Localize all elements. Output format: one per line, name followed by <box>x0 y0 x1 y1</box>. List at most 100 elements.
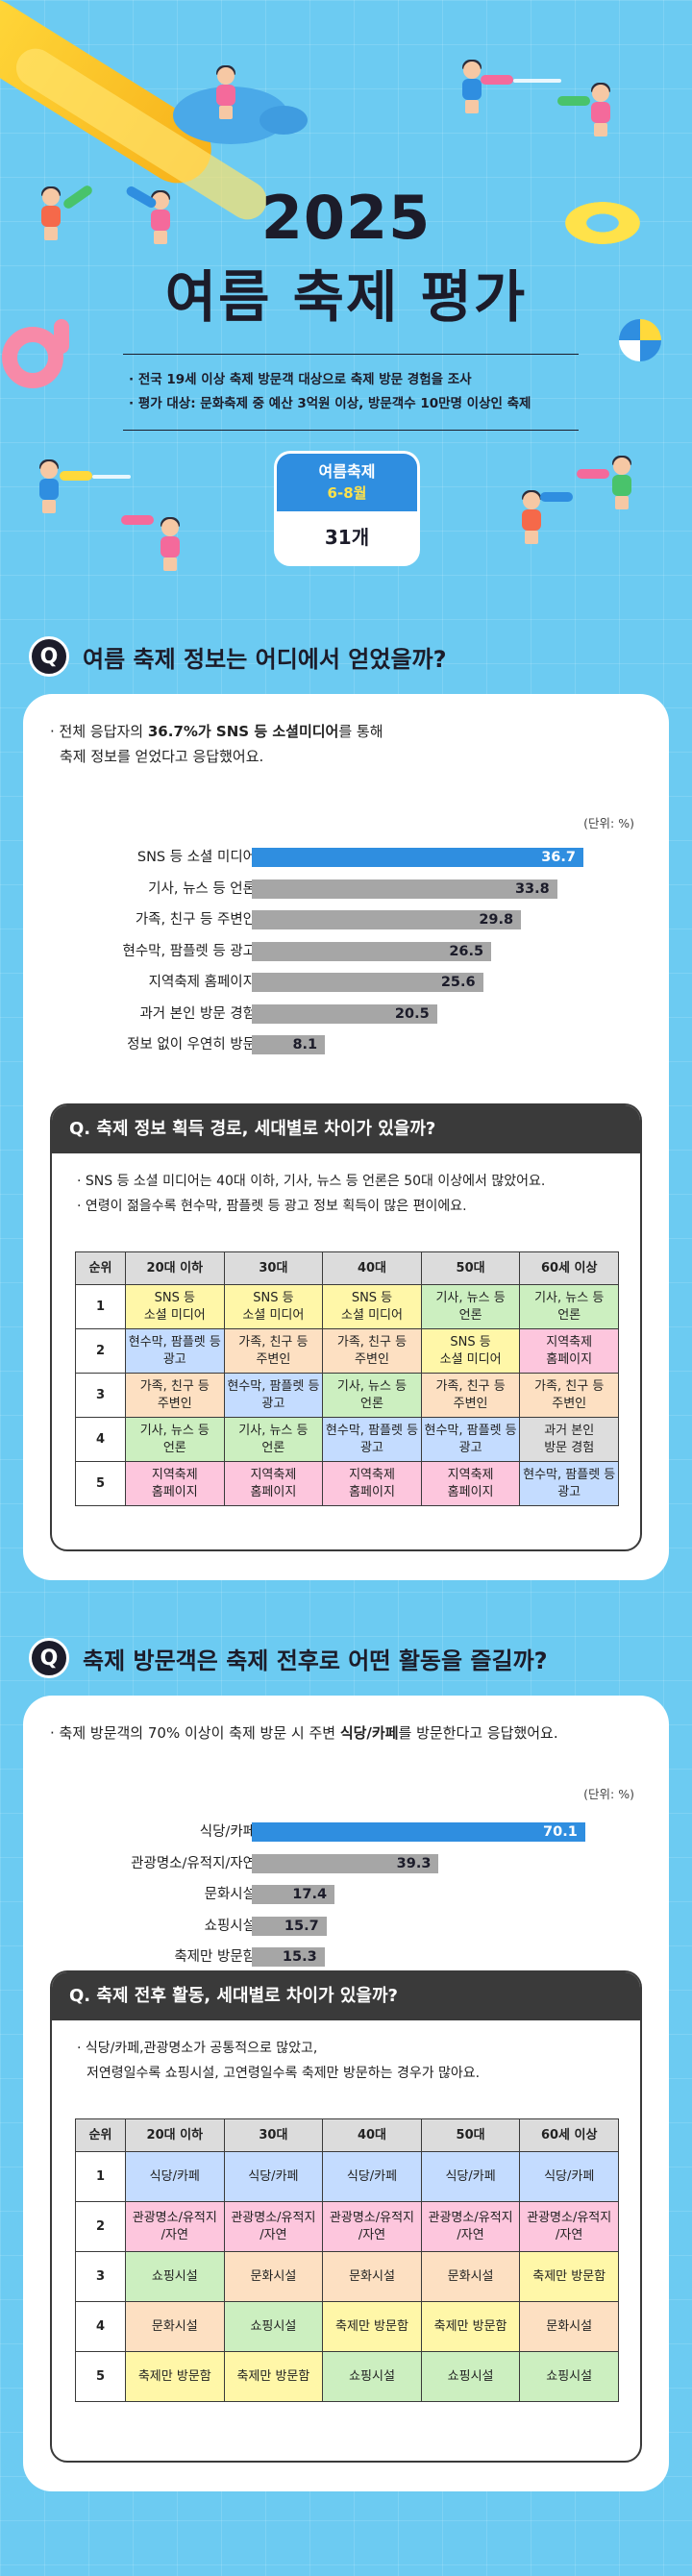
hero-section: 2025 여름 축제 평가 · 전국 19세 이상 축제 방문객 대상으로 축제… <box>0 0 692 615</box>
rank-number-cell: 4 <box>75 2301 126 2352</box>
table-cell: 가족, 친구 등 주변인 <box>420 1373 521 1418</box>
table-cell: 지역축제 홈페이지 <box>322 1461 422 1506</box>
rank-number-cell: 1 <box>75 2151 126 2202</box>
section2-question-heading: Q 축제 방문객은 축제 전후로 어떤 활동을 즐길까? <box>29 1638 548 1678</box>
bar-row: 관광명소/유적지/자연 39.3 <box>23 1853 669 1874</box>
rank-number-cell: 2 <box>75 1328 126 1374</box>
lead-bold: 36.7%가 SNS 등 소셜미디어 <box>147 723 339 740</box>
table-cell: 현수막, 팜플렛 등 광고 <box>322 1417 422 1462</box>
table-cell: 기사, 뉴스 등 언론 <box>223 1417 324 1462</box>
table-row: 3 가족, 친구 등 주변인 현수막, 팜플렛 등 광고 기사, 뉴스 등 언론 가족, 친구… <box>75 1373 619 1418</box>
table-cell: 기사, 뉴스 등 언론 <box>420 1284 521 1329</box>
table-cell: 현수막, 팜플렛 등 광고 <box>519 1461 619 1506</box>
flamingo-neck-icon <box>54 319 69 354</box>
info-source-rank-table: 순위 20대 이하 30대 40대 50대 60세 이상 1 SNS 등 소셜 미디어 SNS 등… <box>75 1251 619 1506</box>
lead-bold: 식당/카페 <box>339 1724 399 1742</box>
swim-ring-icon <box>565 202 640 244</box>
bar-category-label: SNS 등 소셜 미디어 <box>136 850 256 865</box>
table-cell: 쇼핑시설 <box>420 2351 521 2402</box>
bar: 25.6 <box>252 973 483 992</box>
table-cell: 기사, 뉴스 등 언론 <box>519 1284 619 1329</box>
table-header-cell: 30대 <box>223 2118 324 2152</box>
table-header-cell: 순위 <box>75 2118 126 2152</box>
table-cell: 기사, 뉴스 등 언론 <box>322 1373 422 1418</box>
water-gun-icon <box>121 515 154 525</box>
table-cell: 관광명소/유적지/자연 <box>420 2201 521 2252</box>
rank-number-cell: 3 <box>75 2251 126 2302</box>
table-cell: 쇼핑시설 <box>125 2251 225 2302</box>
table-cell: 축제만 방문함 <box>322 2301 422 2352</box>
table-cell: 가족, 친구 등 주변인 <box>125 1373 225 1418</box>
hero-year: 2025 <box>260 183 432 253</box>
table-cell: 가족, 친구 등 주변인 <box>519 1373 619 1418</box>
table-cell: 현수막, 팜플렛 등 광고 <box>420 1417 521 1462</box>
section1-sub-title: Q. 축제 정보 획득 경로, 세대별로 차이가 있을까? <box>52 1105 640 1153</box>
table-cell: 현수막, 팜플렛 등 광고 <box>223 1373 324 1418</box>
table-cell: 식당/카페 <box>223 2151 324 2202</box>
bar-category-label: 지역축제 홈페이지 <box>148 975 256 990</box>
table-header-cell: 40대 <box>322 1251 422 1285</box>
rank-number-cell: 5 <box>75 2351 126 2402</box>
table-cell: 문화시설 <box>519 2301 619 2352</box>
table-cell: 축제만 방문함 <box>519 2251 619 2302</box>
water-stream-icon <box>92 475 131 479</box>
bar: 26.5 <box>252 941 492 961</box>
activity-rank-table: 순위 20대 이하 30대 40대 50대 60세 이상 1 식당/카페 식당/카페 식당/카페 식… <box>75 2118 619 2402</box>
unit-label: (단위: %) <box>583 816 634 830</box>
water-gun-kid-icon <box>38 186 63 240</box>
festival-count-badge: 여름축제 6-8월 31개 <box>277 454 417 563</box>
table-header-cell: 20대 이하 <box>125 1251 225 1285</box>
badge-count: 31개 <box>324 526 370 549</box>
lead-suffix: 를 방문한다고 응답했어요. <box>398 1724 558 1742</box>
badge-period: 6-8월 <box>327 484 367 502</box>
table-header-cell: 60세 이상 <box>519 2118 619 2152</box>
water-gun-icon <box>557 96 590 106</box>
table-cell: 관광명소/유적지/자연 <box>223 2201 324 2252</box>
bar-row: 식당/카페 70.1 <box>23 1821 669 1843</box>
table-header-cell: 50대 <box>420 2118 521 2152</box>
table-cell: 지역축제 홈페이지 <box>125 1461 225 1506</box>
table-cell: 현수막, 팜플렛 등 광고 <box>125 1328 225 1374</box>
sub-bullet: · SNS 등 소셜 미디어는 40대 이하, 기사, 뉴스 등 언론은 50대… <box>77 1174 546 1189</box>
water-gun-kid-icon <box>609 456 634 509</box>
section1-question-heading: Q 여름 축제 정보는 어디에서 얻었을까? <box>29 636 447 677</box>
table-cell: 축제만 방문함 <box>125 2351 225 2402</box>
bar-row: 문화시설 17.4 <box>23 1884 669 1905</box>
badge-header: 여름축제 6-8월 <box>277 454 417 511</box>
bar: 33.8 <box>252 879 557 899</box>
survey-info: · 전국 19세 이상 축제 방문객 대상으로 축제 방문 경험을 조사 · 평… <box>123 354 579 431</box>
bar: 20.5 <box>252 1003 437 1024</box>
table-header-cell: 60세 이상 <box>519 1251 619 1285</box>
sub-bullet: · 연령이 젊을수록 현수막, 팜플렛 등 광고 정보 획득이 많은 편이에요. <box>77 1199 467 1214</box>
water-gun-icon <box>577 469 609 479</box>
table-cell: 축제만 방문함 <box>420 2301 521 2352</box>
table-cell: 지역축제 홈페이지 <box>519 1328 619 1374</box>
water-stream-icon <box>513 79 561 83</box>
section2-question: 축제 방문객은 축제 전후로 어떤 활동을 즐길까? <box>83 1647 548 1674</box>
sub-bullet: · 식당/카페,관광명소가 공통적으로 많았고, <box>77 2041 318 2056</box>
bar-category-label: 식당/카페 <box>199 1824 256 1840</box>
survey-info-line: · 전국 19세 이상 축제 방문객 대상으로 축제 방문 경험을 조사 <box>129 372 472 387</box>
bar-row: 쇼핑시설 15.7 <box>23 1916 669 1937</box>
table-cell: 가족, 친구 등 주변인 <box>322 1328 422 1374</box>
table-row: 4 기사, 뉴스 등 언론 기사, 뉴스 등 언론 현수막, 팜플렛 등 광고 현수막, 팜플… <box>75 1417 619 1462</box>
table-cell: 축제만 방문함 <box>223 2351 324 2402</box>
bar-row: 기사, 뉴스 등 언론 33.8 <box>23 879 669 900</box>
section1-question: 여름 축제 정보는 어디에서 얻었을까? <box>83 645 447 673</box>
section1-sub-bullets: · SNS 등 소셜 미디어는 40대 이하, 기사, 뉴스 등 언론은 50대… <box>52 1153 640 1219</box>
bar-category-label: 기사, 뉴스 등 언론 <box>148 880 256 897</box>
section2-sub-bullets: · 식당/카페,관광명소가 공통적으로 많았고, 저연령일수록 쇼핑시설, 고연… <box>52 2020 640 2086</box>
table-cell: 관광명소/유적지/자연 <box>322 2201 422 2252</box>
bar: 39.3 <box>252 1853 439 1873</box>
lead-prefix: · 축제 방문객의 70% 이상이 축제 방문 시 주변 <box>50 1724 340 1742</box>
table-row: 1 SNS 등 소셜 미디어 SNS 등 소셜 미디어 SNS 등 소셜 미디어 기사, 뉴스… <box>75 1284 619 1329</box>
survey-info-line: · 평가 대상: 문화축제 중 예산 3억원 이상, 방문객수 10만명 이상인… <box>129 396 531 411</box>
swimming-kid-icon <box>213 65 238 119</box>
bar-row: 현수막, 팜플렛 등 광고 26.5 <box>23 941 669 962</box>
bar-category-label: 관광명소/유적지/자연 <box>131 1855 256 1871</box>
table-cell: 문화시설 <box>125 2301 225 2352</box>
table-row: 4 문화시설 쇼핑시설 축제만 방문함 축제만 방문함 문화시설 <box>75 2301 619 2352</box>
bar-category-label: 쇼핑시설 <box>204 1918 256 1934</box>
bar-row: 가족, 친구 등 주변인 29.8 <box>23 909 669 930</box>
bar-row: 지역축제 홈페이지 25.6 <box>23 972 669 993</box>
